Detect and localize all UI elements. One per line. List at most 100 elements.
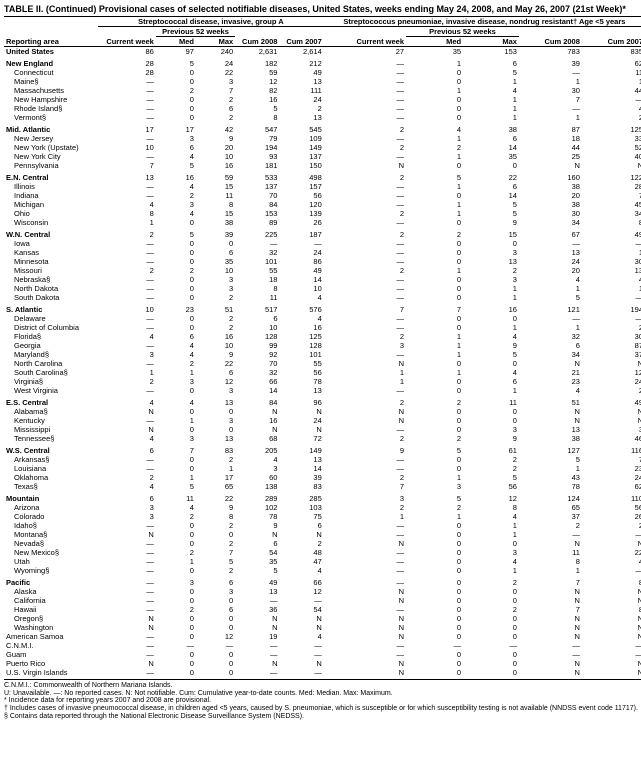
area-cell: West Virginia <box>4 386 98 395</box>
area-cell: Delaware <box>4 314 98 323</box>
area-cell: Indiana <box>4 191 98 200</box>
data-cell: 5 <box>196 557 235 566</box>
data-cell: 15 <box>196 209 235 218</box>
data-cell: 3 <box>196 587 235 596</box>
data-cell: — <box>324 314 406 323</box>
data-cell: 79 <box>235 134 279 143</box>
data-cell: 25 <box>519 152 582 161</box>
data-cell: 835 <box>582 47 641 57</box>
data-cell: N <box>519 632 582 641</box>
data-cell: 13 <box>196 434 235 443</box>
data-cell: 7 <box>582 455 641 464</box>
data-cell: — <box>324 605 406 614</box>
data-cell: 5 <box>156 59 196 68</box>
data-cell: — <box>98 293 156 302</box>
data-cell: 10 <box>196 266 235 275</box>
data-cell: 0 <box>406 284 463 293</box>
data-cell: 0 <box>196 668 235 677</box>
data-cell: 34 <box>519 218 582 227</box>
data-cell: 2 <box>98 266 156 275</box>
data-cell: 0 <box>406 566 463 575</box>
data-cell: 0 <box>156 659 196 668</box>
data-cell: 1 <box>463 566 519 575</box>
data-cell: 39 <box>196 230 235 239</box>
area-cell: Alabama§ <box>4 407 98 416</box>
data-cell: 194 <box>235 143 279 152</box>
table-row: Illinois—415137157—163828 <box>4 182 641 191</box>
data-cell: 2 <box>324 173 406 182</box>
data-cell: 2 <box>156 359 196 368</box>
data-cell: 1 <box>582 248 641 257</box>
data-cell: 3 <box>196 77 235 86</box>
data-cell: 59 <box>196 173 235 182</box>
area-cell: Arizona <box>4 503 98 512</box>
data-cell: 45 <box>582 200 641 209</box>
data-cell: N <box>98 425 156 434</box>
data-cell: N <box>324 587 406 596</box>
table-row: South Carolina§11632561142112 <box>4 368 641 377</box>
data-cell: 7 <box>519 95 582 104</box>
data-cell: 21 <box>519 368 582 377</box>
table-row: New York (Upstate)1062019414922144452 <box>4 143 641 152</box>
table-row: Kentucky—131624N00NN <box>4 416 641 425</box>
data-cell: 0 <box>406 539 463 548</box>
area-cell: Vermont§ <box>4 113 98 122</box>
area-cell: South Carolina§ <box>4 368 98 377</box>
data-cell: 0 <box>156 257 196 266</box>
data-cell: 212 <box>279 59 323 68</box>
data-cell: 7 <box>519 578 582 587</box>
table-row: Minnesota—03510186—0132430 <box>4 257 641 266</box>
data-cell: — <box>279 668 323 677</box>
data-cell: 545 <box>279 125 323 134</box>
table-row: Nebraska§—031814—0344 <box>4 275 641 284</box>
data-cell: 2 <box>196 455 235 464</box>
data-cell: 17 <box>98 125 156 134</box>
data-cell: 1 <box>463 521 519 530</box>
data-cell: 116 <box>582 446 641 455</box>
data-cell: 66 <box>279 578 323 587</box>
area-cell: Guam <box>4 650 98 659</box>
data-cell: — <box>324 200 406 209</box>
data-cell: 0 <box>156 77 196 86</box>
data-cell: — <box>324 95 406 104</box>
data-cell: 1 <box>156 473 196 482</box>
table-row: Utah—153547—0484 <box>4 557 641 566</box>
data-cell: 89 <box>235 218 279 227</box>
data-cell: 127 <box>519 446 582 455</box>
data-cell: 6 <box>519 341 582 350</box>
data-cell: 2 <box>196 293 235 302</box>
data-cell: 0 <box>196 425 235 434</box>
data-cell: 38 <box>463 125 519 134</box>
data-cell: 4 <box>98 332 156 341</box>
data-cell: 4 <box>279 293 323 302</box>
table-row: C.N.M.I.—————————— <box>4 641 641 650</box>
data-cell: 20 <box>519 191 582 200</box>
data-cell: N <box>279 623 323 632</box>
data-cell: 102 <box>235 503 279 512</box>
data-cell: 47 <box>279 557 323 566</box>
data-cell: 3 <box>156 434 196 443</box>
area-cell: Nevada§ <box>4 539 98 548</box>
data-cell: 2 <box>324 209 406 218</box>
data-cell: 10 <box>98 305 156 314</box>
data-cell: 20 <box>519 266 582 275</box>
area-cell: Mississippi <box>4 425 98 434</box>
data-cell: 13 <box>279 386 323 395</box>
data-cell: 9 <box>463 434 519 443</box>
data-cell: 33 <box>582 134 641 143</box>
data-cell: 78 <box>279 377 323 386</box>
data-cell: 11 <box>235 293 279 302</box>
data-cell: 2 <box>519 521 582 530</box>
data-cell: 6 <box>463 134 519 143</box>
data-cell: — <box>98 668 156 677</box>
col-med1: Med <box>156 37 196 47</box>
data-cell: 24 <box>279 416 323 425</box>
data-cell: 4 <box>406 125 463 134</box>
data-cell: 3 <box>582 425 641 434</box>
data-cell: — <box>98 95 156 104</box>
data-cell: 1 <box>519 323 582 332</box>
data-cell: 3 <box>156 200 196 209</box>
data-cell: 1 <box>519 284 582 293</box>
data-cell: N <box>519 407 582 416</box>
table-row: South Dakota—02114—015— <box>4 293 641 302</box>
